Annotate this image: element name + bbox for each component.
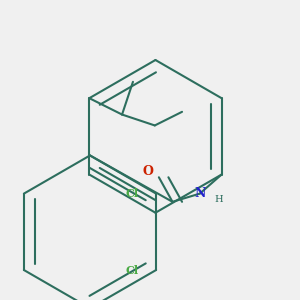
Text: N: N: [194, 187, 206, 200]
Text: Cl: Cl: [125, 188, 138, 199]
Text: O: O: [142, 165, 153, 178]
Text: Cl: Cl: [125, 265, 138, 275]
Text: H: H: [214, 195, 223, 204]
